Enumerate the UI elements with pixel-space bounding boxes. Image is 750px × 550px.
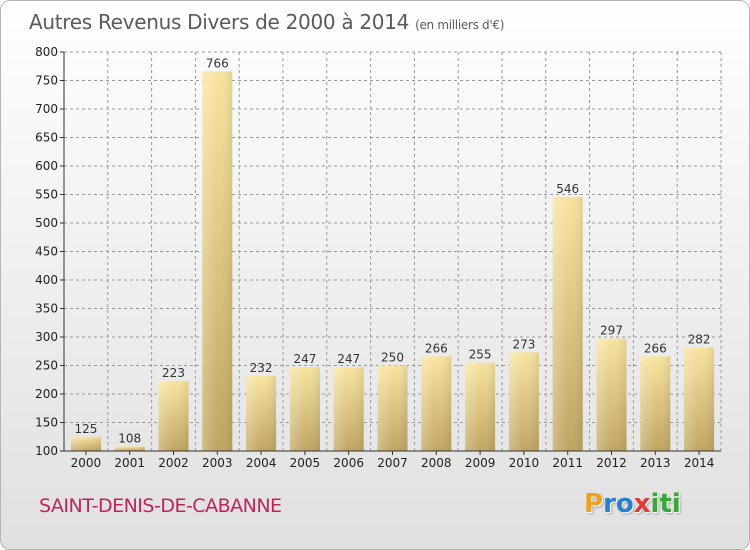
bar-shade-2009	[465, 362, 496, 451]
x-tick-label: 2003	[202, 456, 233, 470]
bar-value-label: 546	[556, 182, 579, 196]
x-tick-label: 2004	[246, 456, 277, 470]
logo-letter: t	[659, 489, 672, 519]
bar-value-label: 232	[250, 361, 273, 375]
bar-value-label: 266	[425, 341, 448, 355]
logo-letter: i	[671, 489, 681, 519]
logo-letter: r	[603, 489, 616, 519]
logo-letter: x	[633, 489, 651, 519]
bar-value-label: 247	[293, 352, 316, 366]
bar-shade-2002	[158, 380, 189, 451]
bar-shade-2004	[246, 375, 277, 451]
bar-shade-2003	[202, 71, 233, 451]
x-tick-label: 2011	[552, 456, 583, 470]
chart-unit: (en milliers d'€)	[415, 18, 505, 32]
x-tick-label: 2006	[333, 456, 364, 470]
bar-value-label: 282	[688, 332, 711, 346]
y-tick-label: 550	[35, 188, 58, 202]
bar-shade-2001	[114, 446, 145, 451]
x-tick-label: 2012	[596, 456, 627, 470]
bar-value-label: 223	[162, 366, 185, 380]
y-tick-label: 300	[35, 330, 58, 344]
bar-shade-2008	[421, 356, 452, 451]
proxiti-logo: Proxiti	[584, 489, 681, 519]
bar-value-label: 273	[512, 337, 535, 351]
bar-value-label: 247	[337, 352, 360, 366]
y-tick-label: 350	[35, 302, 58, 316]
logo-letter: P	[584, 489, 604, 519]
x-tick-label: 2007	[377, 456, 408, 470]
x-tick-label: 2010	[509, 456, 540, 470]
y-tick-label: 250	[35, 359, 58, 373]
bar-shade-2006	[333, 367, 364, 451]
x-tick-label: 2008	[421, 456, 452, 470]
bar-shade-2014	[684, 347, 715, 451]
logo-letter: o	[615, 489, 634, 519]
y-tick-label: 150	[35, 416, 58, 430]
bar-shade-2000	[70, 436, 101, 451]
city-name: SAINT-DENIS-DE-CABANNE	[39, 495, 282, 517]
bar-value-label: 108	[118, 431, 141, 445]
bars-layer: 125 108 223 766 232 247 247 250 266 255 273 546 297 2…	[70, 56, 715, 451]
x-tick-label: 2005	[290, 456, 321, 470]
bar-value-label: 266	[644, 341, 667, 355]
y-tick-label: 100	[35, 444, 58, 458]
y-tick-label: 400	[35, 273, 58, 287]
x-tick-label: 2000	[71, 456, 102, 470]
chart-title: Autres Revenus Divers de 2000 à 2014 (en …	[29, 10, 504, 34]
logo-letter: i	[650, 489, 660, 519]
x-tick-label: 2002	[158, 456, 189, 470]
axis-layer: 100 150 200 250 300 350 400 450 500 550 600 650 700 7…	[35, 45, 721, 470]
chart-title-text: Autres Revenus Divers de 2000 à 2014	[29, 10, 410, 34]
bar-shade-2010	[508, 352, 539, 451]
y-tick-label: 450	[35, 245, 58, 259]
bar-shade-2013	[640, 356, 671, 451]
y-tick-label: 200	[35, 387, 58, 401]
y-tick-label: 700	[35, 102, 58, 116]
y-tick-label: 600	[35, 159, 58, 173]
y-tick-label: 650	[35, 131, 58, 145]
x-tick-label: 2014	[684, 456, 715, 470]
y-tick-label: 800	[35, 45, 58, 59]
x-tick-label: 2001	[114, 456, 145, 470]
bar-value-label: 250	[381, 351, 404, 365]
y-tick-label: 750	[35, 74, 58, 88]
bar-shade-2005	[289, 367, 320, 451]
bar-value-label: 297	[600, 324, 623, 338]
bar-value-label: 255	[469, 348, 492, 362]
x-tick-label: 2013	[640, 456, 671, 470]
x-tick-label: 2009	[465, 456, 496, 470]
bar-value-label: 766	[206, 56, 229, 70]
bar-shade-2007	[377, 365, 408, 451]
bar-value-label: 125	[74, 422, 97, 436]
y-tick-label: 500	[35, 216, 58, 230]
bar-shade-2012	[596, 338, 627, 451]
bar-shade-2011	[552, 196, 583, 451]
